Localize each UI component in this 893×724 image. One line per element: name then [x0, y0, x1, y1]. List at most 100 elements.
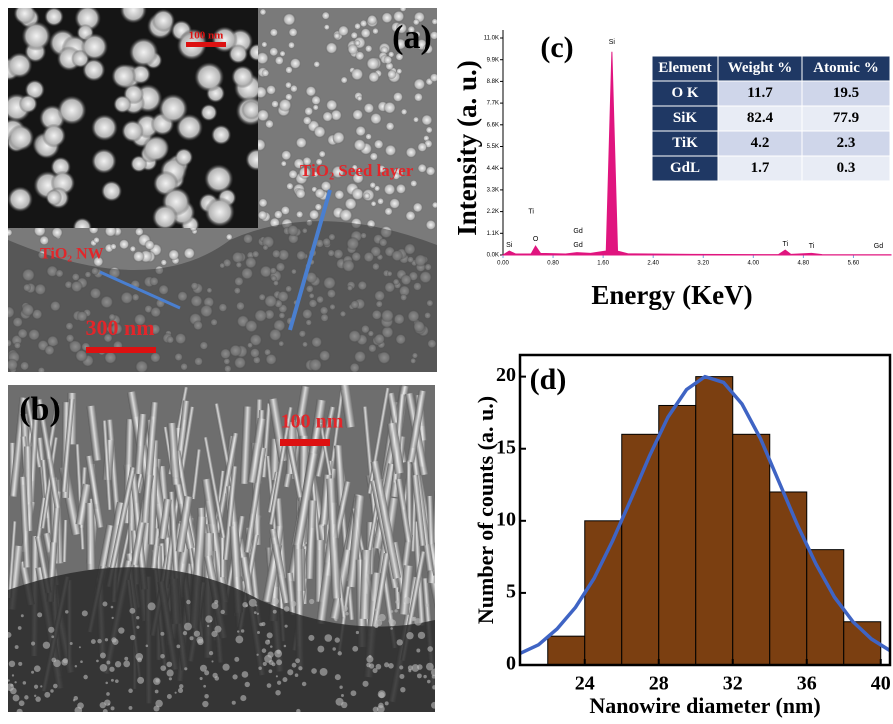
texture — [377, 198, 384, 205]
texture — [352, 109, 364, 121]
texture — [302, 116, 311, 125]
texture — [425, 219, 436, 230]
texture — [212, 673, 217, 678]
texture — [269, 47, 279, 57]
texture — [158, 94, 188, 124]
texture — [295, 658, 300, 663]
texture — [118, 627, 124, 633]
texture — [257, 631, 260, 634]
texture — [53, 660, 61, 668]
texture — [222, 664, 229, 671]
texture — [421, 114, 433, 126]
texture — [363, 102, 374, 113]
texture — [395, 600, 398, 603]
texture — [269, 28, 278, 37]
figure: (a) 100 nm TiO₂ Seed layer TiO₂ NW 300 n… — [0, 0, 893, 724]
texture — [363, 192, 370, 199]
texture — [366, 663, 370, 667]
texture — [91, 148, 116, 173]
texture — [405, 147, 417, 159]
texture — [183, 631, 187, 635]
texture — [405, 210, 416, 221]
texture — [35, 696, 41, 702]
table-cell-text: GdL — [670, 160, 700, 176]
texture — [184, 623, 192, 631]
scale-label: 300 nm — [85, 315, 154, 340]
x-tick-label: 4.00 — [747, 261, 759, 267]
texture — [325, 42, 338, 55]
texture — [91, 639, 96, 644]
texture — [111, 64, 136, 89]
texture — [19, 94, 38, 113]
texture — [286, 182, 294, 190]
y-tick-label: 4.4K — [487, 166, 499, 172]
texture — [376, 664, 382, 670]
texture — [242, 602, 248, 608]
texture — [431, 702, 438, 709]
texture — [267, 632, 273, 638]
texture — [356, 631, 359, 634]
texture — [412, 202, 423, 213]
texture — [101, 181, 122, 202]
texture — [105, 682, 108, 685]
texture — [399, 665, 403, 669]
texture — [186, 600, 190, 604]
table-cell-text: SiK — [673, 110, 698, 126]
texture — [269, 669, 273, 673]
texture — [322, 111, 333, 122]
texture — [14, 2, 36, 24]
texture — [401, 108, 408, 115]
texture — [175, 148, 193, 166]
texture — [261, 69, 269, 77]
texture — [320, 668, 328, 676]
texture — [273, 610, 277, 614]
texture — [234, 657, 239, 662]
texture — [370, 112, 383, 125]
texture — [258, 198, 268, 208]
texture — [285, 82, 292, 89]
texture — [65, 610, 68, 613]
y-tick-label: 10 — [496, 508, 516, 530]
texture — [417, 142, 427, 152]
texture — [146, 645, 149, 648]
texture — [308, 635, 314, 641]
texture — [396, 68, 402, 74]
texture — [288, 27, 298, 37]
texture — [18, 626, 22, 630]
texture — [345, 612, 348, 615]
texture — [383, 101, 396, 114]
texture — [257, 613, 259, 615]
texture — [160, 632, 164, 636]
texture — [298, 666, 302, 670]
texture — [112, 617, 114, 619]
texture — [332, 131, 345, 144]
texture — [365, 45, 373, 53]
y-tick-label: 0.0K — [487, 253, 499, 259]
texture — [241, 629, 244, 632]
texture — [137, 677, 144, 684]
texture — [313, 61, 320, 68]
texture — [17, 709, 23, 715]
texture — [70, 642, 73, 645]
texture — [336, 698, 344, 706]
texture — [324, 24, 330, 30]
texture — [259, 8, 266, 15]
texture — [167, 694, 172, 699]
texture — [14, 681, 16, 683]
texture — [342, 605, 348, 611]
texture — [418, 632, 425, 639]
texture — [115, 661, 121, 667]
texture — [379, 692, 385, 698]
texture — [86, 503, 96, 570]
texture — [83, 675, 88, 680]
texture — [371, 201, 377, 207]
texture — [79, 646, 81, 648]
texture — [111, 679, 114, 682]
peak-label: Gd — [573, 228, 582, 235]
peak-label: Ti — [809, 243, 815, 250]
texture — [373, 139, 383, 149]
texture — [232, 674, 237, 679]
texture — [261, 622, 265, 626]
annotation: TiO₂ Seed layer — [300, 161, 414, 180]
texture — [289, 58, 301, 70]
